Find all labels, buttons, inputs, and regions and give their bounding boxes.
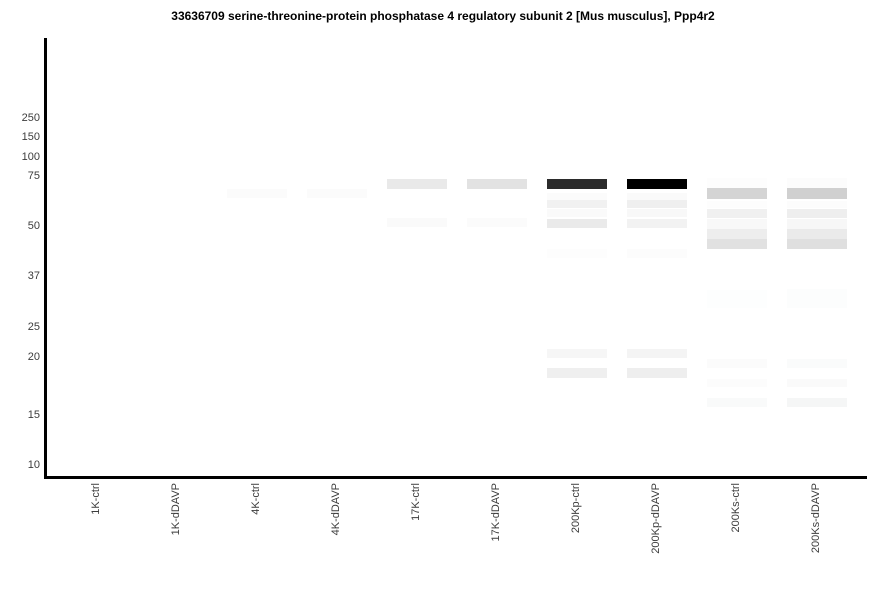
band-200Kp-dDAVP-43kda	[627, 249, 687, 258]
band-200Ks-dDAVP-52kda	[787, 219, 847, 229]
band-200Ks-ctrl-16kda	[707, 398, 767, 407]
band-200Kp-dDAVP-18.5kda	[627, 368, 687, 378]
band-200Kp-ctrl-63kda	[547, 200, 607, 208]
band-200Kp-ctrl-52kda	[547, 219, 607, 228]
band-200Ks-dDAVP-48kda	[787, 229, 847, 239]
band-200Kp-dDAVP-60kda	[627, 209, 687, 217]
band-200Ks-ctrl-17.5kda	[707, 379, 767, 387]
chart-title: 33636709 serine-threonine-protein phosph…	[171, 9, 715, 23]
band-200Kp-ctrl-43kda	[547, 249, 607, 258]
band-200Ks-ctrl-52kda	[707, 219, 767, 229]
band-200Ks-dDAVP-31kda	[787, 289, 847, 308]
band-200Kp-dDAVP-63kda	[627, 200, 687, 208]
y-tick-label-20: 20	[27, 351, 40, 363]
band-200Kp-dDAVP-52kda	[627, 219, 687, 228]
band-17K-dDAVP-71kda	[467, 179, 527, 189]
band-200Kp-ctrl-21kda	[547, 349, 607, 358]
band-17K-ctrl-52kda	[387, 218, 447, 227]
band-200Kp-ctrl-18.5kda	[547, 368, 607, 378]
band-200Kp-dDAVP-21kda	[627, 349, 687, 358]
band-200Ks-ctrl-48kda	[707, 229, 767, 239]
y-tick-label-75: 75	[27, 170, 40, 182]
y-tick-label-37: 37	[27, 270, 40, 282]
band-200Ks-ctrl-19.5kda	[707, 359, 767, 368]
y-tick-label-25: 25	[27, 321, 40, 333]
lane-label-17K-dDAVP: 17K-dDAVP	[490, 483, 502, 542]
band-4K-dDAVP-67kda	[307, 189, 367, 198]
y-tick-label-100: 100	[21, 151, 40, 163]
band-200Ks-dDAVP-19.5kda	[787, 359, 847, 368]
lane-label-200Ks-dDAVP: 200Ks-dDAVP	[810, 483, 822, 554]
lane-label-1K-ctrl: 1K-ctrl	[90, 483, 102, 515]
lane-label-4K-ctrl: 4K-ctrl	[250, 483, 262, 515]
band-200Ks-dDAVP-71kda	[787, 178, 847, 188]
band-200Ks-dDAVP-17.5kda	[787, 379, 847, 387]
lane-label-200Ks-ctrl: 200Ks-ctrl	[730, 483, 742, 533]
y-tick-label-50: 50	[27, 220, 40, 232]
y-tick-label-150: 150	[21, 131, 40, 143]
y-tick-label-15: 15	[27, 409, 40, 421]
lane-label-200Kp-ctrl: 200Kp-ctrl	[570, 483, 582, 534]
y-tick-label-10: 10	[27, 459, 40, 471]
band-200Ks-ctrl-62kda	[707, 201, 767, 208]
band-200Kp-dDAVP-65kda	[627, 193, 687, 200]
band-4K-ctrl-67kda	[227, 189, 287, 198]
y-tick-label-250: 250	[21, 112, 40, 124]
band-200Kp-ctrl-65kda	[547, 193, 607, 200]
lane-label-200Kp-dDAVP: 200Kp-dDAVP	[650, 483, 662, 554]
band-200Ks-dDAVP-67kda	[787, 188, 847, 199]
band-200Kp-ctrl-60kda	[547, 209, 607, 217]
band-200Ks-ctrl-31kda	[707, 290, 767, 308]
band-200Kp-dDAVP-71kda	[627, 179, 687, 189]
band-200Kp-ctrl-71kda	[547, 179, 607, 189]
band-17K-dDAVP-52kda	[467, 218, 527, 227]
y-axis-line	[44, 38, 47, 479]
lane-label-17K-ctrl: 17K-ctrl	[410, 483, 422, 521]
band-200Ks-dDAVP-59kda	[787, 209, 847, 218]
band-200Ks-dDAVP-45kda	[787, 239, 847, 249]
lane-label-4K-dDAVP: 4K-dDAVP	[330, 483, 342, 536]
band-200Ks-ctrl-45kda	[707, 239, 767, 249]
band-200Ks-dDAVP-62kda	[787, 201, 847, 208]
x-axis-line	[44, 476, 867, 479]
band-200Ks-ctrl-67kda	[707, 188, 767, 199]
lane-label-1K-dDAVP: 1K-dDAVP	[170, 483, 182, 536]
band-17K-ctrl-71kda	[387, 179, 447, 189]
band-200Ks-ctrl-59kda	[707, 209, 767, 218]
band-200Ks-dDAVP-16kda	[787, 398, 847, 407]
band-200Ks-ctrl-71kda	[707, 178, 767, 188]
